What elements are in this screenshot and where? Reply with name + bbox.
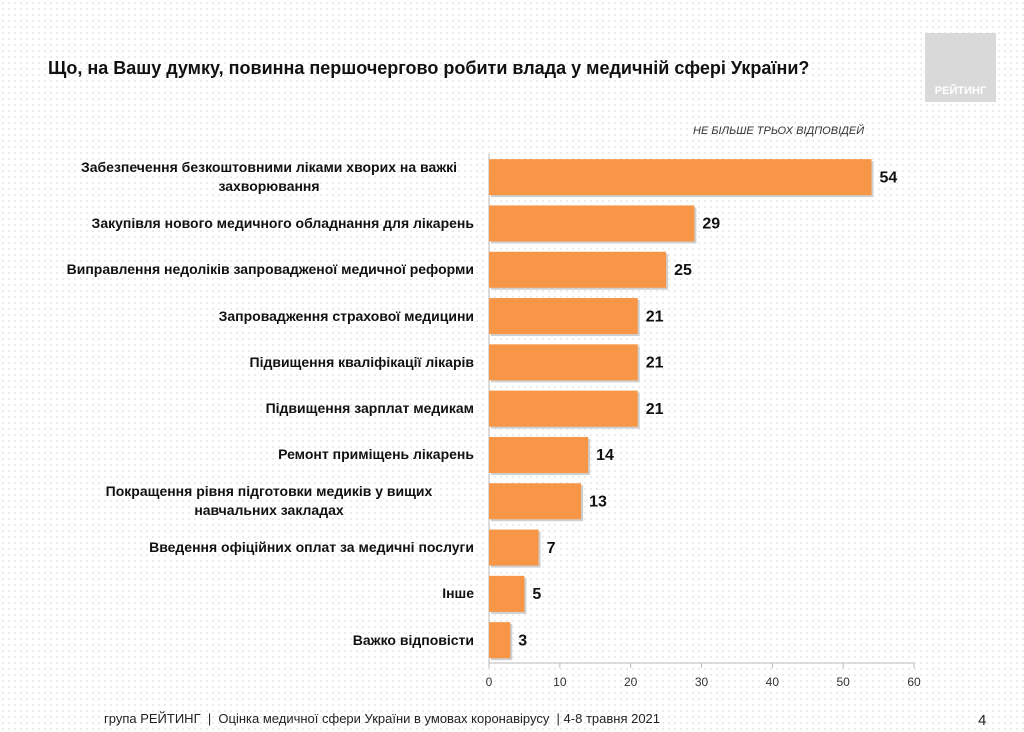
category-label: Важко відповісти [20, 631, 474, 650]
category-text: Виправлення недоліків запровадженої меди… [66, 261, 474, 278]
bar [489, 205, 695, 242]
footer: група РЕЙТИНГ | Оцінка медичної сфери Ук… [104, 711, 661, 726]
x-tick-label: 20 [624, 675, 638, 689]
category-label: Підвищення кваліфікації лікарів [20, 353, 475, 372]
category-text: Забезпечення безкоштовними ліками хворих… [80, 159, 458, 195]
value-label: 7 [547, 540, 556, 557]
category-label: Введення офіційних оплат за медичні посл… [20, 538, 474, 557]
bar [489, 436, 589, 473]
bar [489, 298, 638, 335]
page-number: 4 [978, 712, 987, 729]
value-label: 25 [674, 262, 692, 279]
x-tick-label: 30 [695, 675, 709, 689]
category-text: Закупівля нового медичного обладнання дл… [91, 214, 474, 231]
category-label: Підвищення зарплат медикам [20, 399, 474, 418]
category-text: Запровадження страхової медицини [218, 307, 474, 324]
x-tick-label: 10 [553, 675, 567, 689]
bar [489, 483, 582, 520]
chart-title: Що, на Вашу думку, повинна першочергово … [48, 58, 810, 78]
logo: РЕЙТИНГ [925, 33, 996, 102]
value-label: 21 [646, 355, 664, 372]
bar [489, 344, 638, 381]
subtitle: НЕ БІЛЬШЕ ТРЬОХ ВІДПОВІДЕЙ [693, 125, 865, 137]
value-label: 54 [880, 169, 898, 186]
category-text: Підвищення кваліфікації лікарів [249, 353, 475, 370]
bar [489, 529, 539, 566]
value-label: 21 [646, 308, 664, 325]
x-tick-label: 60 [907, 675, 921, 689]
x-tick-label: 50 [836, 675, 850, 689]
category-text: Важко відповісти [352, 631, 474, 648]
bar [489, 622, 511, 659]
category-label: Ремонт приміщень лікарень [20, 445, 474, 464]
category-label: Інше [20, 584, 474, 603]
category-text: Ремонт приміщень лікарень [278, 446, 474, 463]
x-tick-label: 40 [766, 675, 780, 689]
value-label: 5 [532, 586, 541, 603]
category-label: Забезпечення безкоштовними ліками хворих… [20, 158, 474, 196]
x-tick-label: 0 [486, 675, 493, 689]
logo-text: РЕЙТИНГ [934, 85, 987, 97]
bar [489, 251, 667, 288]
bar [489, 575, 525, 612]
value-label: 14 [596, 447, 614, 464]
value-label: 13 [589, 493, 607, 510]
value-label: 21 [646, 401, 664, 418]
bar [489, 390, 638, 427]
category-label: Виправлення недоліків запровадженої меди… [20, 260, 474, 279]
value-label: 3 [518, 632, 527, 649]
category-label: Закупівля нового медичного обладнання дл… [20, 214, 474, 233]
category-label: Покращення рівня підготовки медиків у ви… [20, 482, 474, 520]
value-label: 29 [702, 216, 720, 233]
category-label: Запровадження страхової медицини [20, 307, 474, 326]
category-text: Підвищення зарплат медикам [265, 400, 474, 417]
category-text: Інше [442, 585, 474, 602]
category-text: Введення офіційних оплат за медичні посл… [149, 539, 474, 556]
category-text: Покращення рівня підготовки медиків у ви… [105, 483, 433, 519]
bar [489, 159, 872, 196]
